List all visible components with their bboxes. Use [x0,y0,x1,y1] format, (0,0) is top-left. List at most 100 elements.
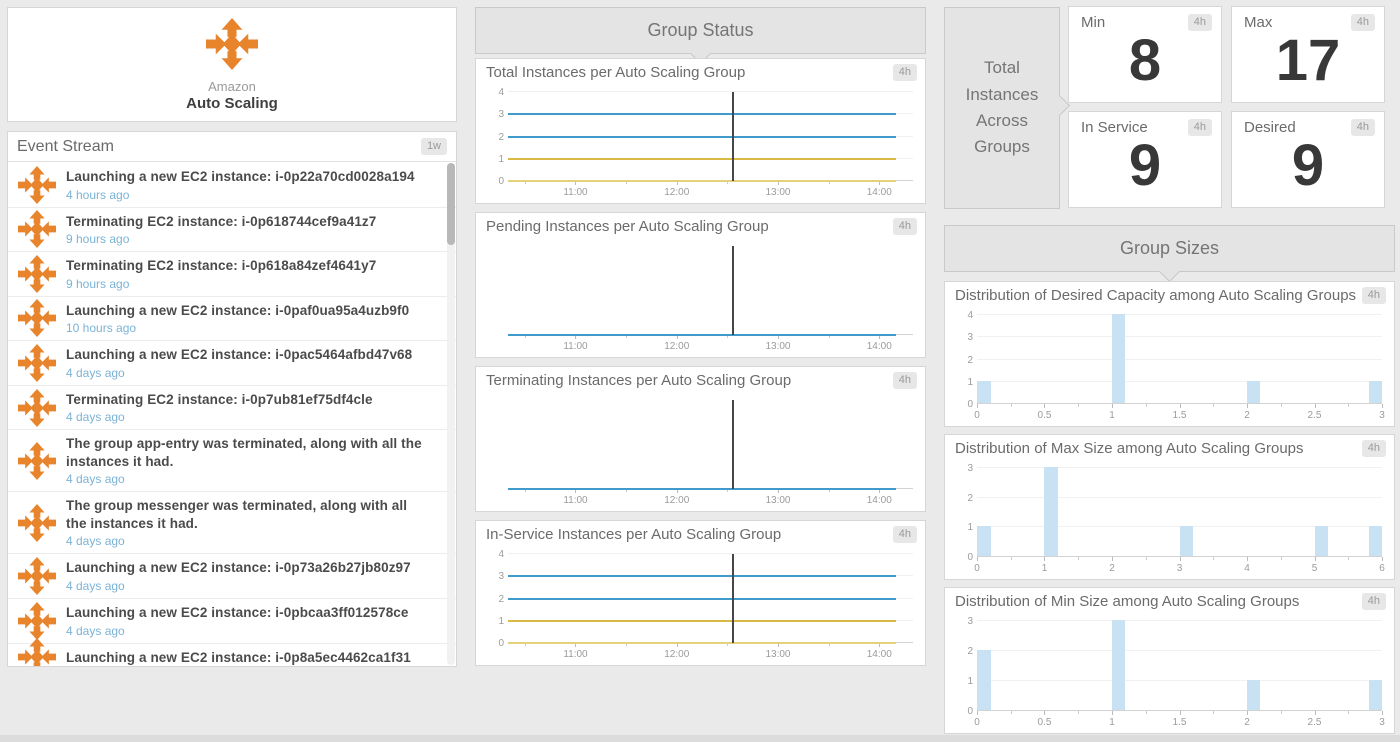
histogram-bar [977,380,991,403]
event-title: Launching a new EC2 instance: i-0p22a70c… [66,169,415,184]
chart-plot-area[interactable]: 0 1 2 3 4 11:00 12:00 13:00 14:00 [498,87,913,198]
event-row[interactable]: Launching a new EC2 instance: i-0p8a5ec4… [8,638,456,666]
event-row[interactable]: Terminating EC2 instance: i-0p618744cef9… [8,208,456,253]
timeframe-badge: 4h [892,372,917,389]
value-widget-max: Max 4h 17 [1231,6,1385,103]
event-marker-line [732,400,735,489]
event-row[interactable]: The group app-entry was terminated, alon… [8,430,456,493]
x-axis-minor-tick [1145,557,1147,560]
chart-plot: 11:00 12:00 13:00 14:00 [486,243,915,353]
timeframe-badge: 4h [892,64,917,81]
x-axis-label: 14:00 [866,495,892,506]
timeframe-badge: 4h [1361,440,1386,457]
chart-plot: 0 1 2 3 0 0.5 1 1.5 2 2.5 3 [955,616,1384,729]
y-axis-label: 2 [498,131,504,143]
histogram-bar [977,526,991,556]
y-gridline [977,314,1382,315]
x-axis-tick [777,643,779,647]
event-timestamp: 10 hours ago [66,321,137,336]
y-axis-label: 0 [967,552,973,563]
note-group-status: Group Status [475,7,926,65]
x-axis-minor-tick [524,489,526,492]
x-axis-label: 14:00 [866,649,892,660]
event-timestamp: 4 days ago [66,623,125,638]
event-row[interactable]: Launching a new EC2 instance: i-0p22a70c… [8,163,456,208]
x-axis-minor-tick [1348,404,1350,407]
chart-plot-area[interactable]: 0 1 2 3 0 0.5 1 1.5 2 2.5 3 [967,616,1384,728]
y-axis-label: 1 [967,676,973,688]
event-row[interactable]: Launching a new EC2 instance: i-0pbcaa3f… [8,599,456,644]
event-row[interactable]: Terminating EC2 instance: i-0p7ub81ef75d… [8,386,456,431]
chart-title: Pending Instances per Auto Scaling Group [486,218,769,235]
x-axis-tick [1044,711,1046,715]
x-axis-tick [1382,557,1383,561]
y-gridline [977,496,1382,498]
event-timestamp: 9 hours ago [66,276,130,291]
event-title: Launching a new EC2 instance: i-0pbcaa3f… [66,605,409,621]
series-line [508,597,897,600]
x-axis-tick [879,643,881,647]
event-marker-line [732,554,735,643]
x-axis-tick [1246,557,1248,561]
event-timestamp: 4 days ago [66,579,125,594]
timeframe-badge: 1w [420,138,447,155]
event-row[interactable]: Terminating EC2 instance: i-0p618a84zef4… [8,252,456,297]
series-line [508,642,897,644]
x-axis-minor-tick [1145,404,1147,407]
x-axis-tick [1314,557,1316,561]
scrollbar-thumb[interactable] [447,163,455,245]
x-axis-label: 13:00 [765,649,791,660]
x-axis-label: 3 [1379,717,1385,728]
x-axis-minor-tick [1010,711,1012,714]
note-group-sizes: Group Sizes [944,225,1395,283]
x-axis-minor-tick [1348,711,1350,714]
chart-plot-area[interactable]: 0 1 2 3 4 0 0.5 1 1.5 2 2.5 3 [967,310,1384,421]
x-axis-tick [977,404,978,408]
x-axis-minor-tick [1078,557,1080,560]
event-row[interactable]: The group messenger was terminated, alon… [8,492,456,555]
series-line [508,113,897,116]
y-axis-label: 4 [498,549,504,560]
chart-plot-area[interactable]: 0 1 2 3 4 11:00 12:00 13:00 14:00 [498,549,913,660]
x-axis-minor-tick [828,643,830,646]
chart-plot-area[interactable]: 11:00 12:00 13:00 14:00 [508,400,913,506]
scrollbar-track[interactable] [447,163,455,665]
x-axis-tick [879,489,881,493]
chart-plot-area[interactable]: 11:00 12:00 13:00 14:00 [508,246,913,352]
auto-scaling-event-icon [18,254,56,293]
x-axis-minor-tick [727,489,729,492]
chart-widget-inservice-instances: In-Service Instances per Auto Scaling Gr… [475,520,926,666]
x-axis-minor-tick [727,335,729,338]
x-axis-tick [1044,557,1046,561]
x-axis-minor-tick [626,335,628,338]
chart-widget-total-instances: Total Instances per Auto Scaling Group 4… [475,58,926,204]
auto-scaling-event-icon [18,638,56,666]
y-gridline [977,467,1382,468]
histogram-bar [1111,620,1126,710]
x-axis-tick [1246,404,1248,408]
x-axis-line [977,403,1382,404]
x-axis-label: 2.5 [1307,410,1322,421]
note-group-status-text: Group Status [647,19,754,40]
x-axis-minor-tick [1010,404,1012,407]
x-axis-label: 2 [1244,717,1250,728]
value-label: Desired [1244,119,1296,136]
event-row[interactable]: Launching a new EC2 instance: i-0paf0ua9… [8,297,456,342]
note-total-instances: Total Instances Across Groups [944,7,1071,209]
x-axis-minor-tick [524,181,526,184]
x-axis-label: 3 [1379,410,1385,421]
chart-plot-area[interactable]: 0 1 2 3 0 1 2 3 4 5 6 [967,463,1384,574]
event-row[interactable]: Launching a new EC2 instance: i-0pac5464… [8,341,456,386]
y-axis-label: 3 [498,109,504,121]
event-row[interactable]: Launching a new EC2 instance: i-0p73a26b… [8,554,456,600]
x-axis-label: 14:00 [866,187,892,198]
x-axis-tick [1382,711,1383,715]
x-axis-label: 1.5 [1172,717,1187,728]
x-axis-label: 1.5 [1172,410,1187,421]
x-axis-tick [777,489,779,493]
series-line [508,575,897,578]
series-line [508,619,897,622]
x-axis-tick [575,489,577,493]
chart-plot: 0 1 2 3 0 1 2 3 4 5 6 [955,463,1384,575]
